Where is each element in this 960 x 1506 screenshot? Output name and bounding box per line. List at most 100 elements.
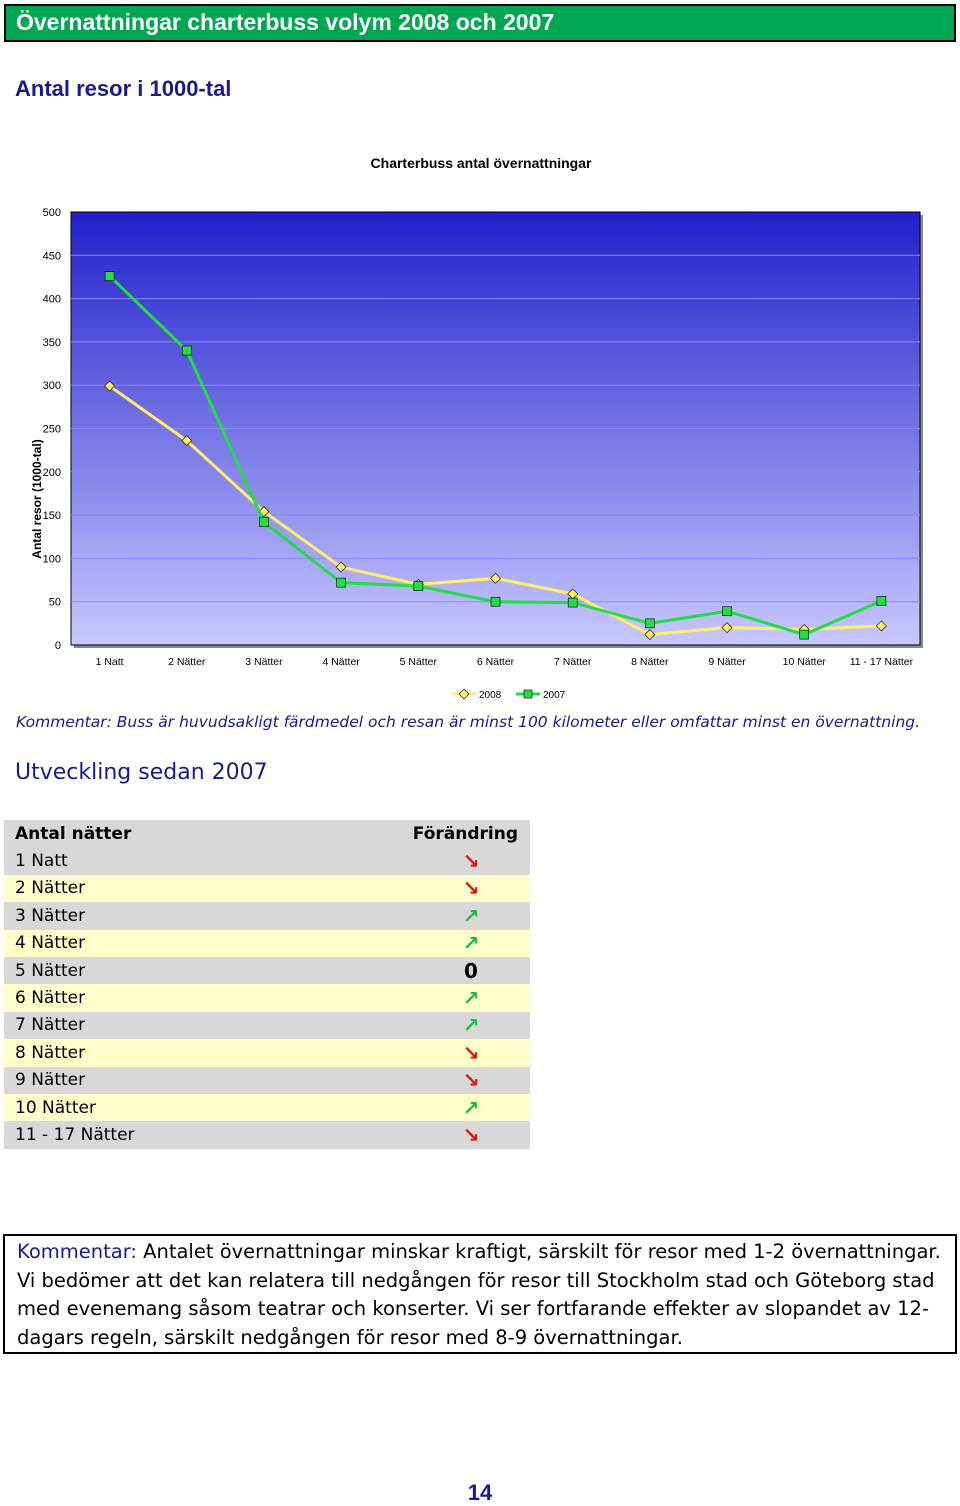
page-number: 14: [467, 1480, 493, 1505]
row-change: ↘: [412, 874, 530, 903]
row-label: 7 Nätter: [4, 1011, 412, 1040]
table-row: 3 Nätter ↗: [4, 902, 530, 930]
arrow-down-icon: ↘: [462, 1122, 480, 1147]
data-point-2008: [644, 629, 656, 641]
section-heading-development: Utveckling sedan 2007: [15, 760, 268, 785]
arrow-up-icon: ↗: [462, 903, 480, 928]
y-tick-label: 150: [43, 510, 61, 522]
x-tick-label: 6 Nätter: [477, 656, 515, 668]
change-table: Antal nätter Förändring 1 Natt ↘ 2 Nätter ↘…: [4, 820, 530, 1149]
data-point-2007: [567, 597, 578, 608]
data-point-2007: [413, 581, 424, 591]
y-tick-label: 450: [43, 250, 61, 262]
title-bar: Övernattningar charterbuss volym 2008 oc…: [4, 4, 956, 42]
data-point-2008: [490, 572, 501, 584]
arrow-up-icon: ↗: [462, 1095, 480, 1120]
data-point-2007: [490, 596, 501, 607]
arrow-down-icon: ↘: [462, 1068, 480, 1093]
row-label: 1 Natt: [4, 847, 412, 875]
table-row: 4 Nätter ↗: [4, 929, 530, 957]
row-label: 5 Nätter: [4, 956, 412, 985]
row-change: ↘: [412, 1121, 530, 1149]
y-tick-label: 500: [43, 207, 61, 219]
row-change: 0: [412, 956, 530, 985]
y-tick-label: 250: [43, 424, 61, 436]
row-label: 6 Nätter: [4, 984, 412, 1012]
table-row: 6 Nätter ↗: [4, 984, 530, 1012]
data-point-2007: [799, 629, 810, 640]
chart-title: Charterbuss antal övernattningar: [371, 155, 592, 171]
y-tick-label: 350: [43, 337, 61, 349]
data-point-2008: [875, 620, 887, 632]
x-tick-label: 5 Nätter: [400, 656, 438, 668]
legend: 2008 2007: [452, 688, 566, 700]
comment-text: Antalet övernattningar minskar kraftigt,…: [17, 1240, 941, 1349]
x-tick-label: 9 Nätter: [708, 656, 746, 668]
data-point-2007: [181, 345, 192, 356]
arrow-up-icon: ↗: [462, 1013, 480, 1038]
y-tick-label: 50: [49, 597, 61, 609]
legend-label-2008: 2008: [479, 690, 502, 700]
header-nights: Antal nätter: [4, 820, 412, 848]
data-point-2007: [259, 517, 269, 527]
row-change: ↘: [412, 847, 530, 875]
data-point-2007: [104, 271, 115, 281]
x-tick-label: 1 Natt: [96, 656, 124, 668]
table-row: 10 Nätter ↗: [4, 1093, 530, 1122]
data-point-2007: [336, 577, 346, 588]
arrow-up-icon: ↗: [462, 986, 480, 1011]
row-label: 2 Nätter: [4, 874, 412, 903]
row-change: ↗: [412, 902, 530, 930]
data-point-2008: [181, 435, 193, 447]
y-tick-label: 0: [55, 640, 61, 652]
x-tick-label: 7 Nätter: [554, 656, 592, 668]
zero-change: 0: [464, 958, 478, 983]
chart-comment: Kommentar: Buss är huvudsakligt färdmede…: [16, 713, 921, 731]
y-tick-label: 300: [43, 380, 61, 392]
overnight-chart: Charterbuss antal övernattningar Antal r…: [30, 155, 923, 700]
plot-area: 0 50 100 150 200 250 300 350 400 450 500 1 Natt 2 Nä…: [43, 207, 923, 668]
row-label: 4 Nätter: [4, 929, 412, 957]
legend-marker-2007: [523, 689, 533, 699]
legend-marker-2008: [458, 688, 470, 700]
y-tick-label: 400: [43, 294, 61, 306]
row-label: 11 - 17 Nätter: [4, 1121, 412, 1149]
row-change: ↗: [412, 1011, 530, 1040]
y-tick-label: 200: [43, 467, 61, 479]
data-point-2008: [721, 622, 733, 634]
x-tick-label: 8 Nätter: [631, 656, 669, 668]
row-change: ↗: [412, 929, 530, 957]
table-row: 2 Nätter ↘: [4, 874, 530, 903]
row-label: 3 Nätter: [4, 902, 412, 930]
x-tick-label: 11 - 17 Nätter: [850, 656, 914, 668]
page-title: Övernattningar charterbuss volym 2008 oc…: [16, 9, 555, 35]
table-row: 9 Nätter ↘: [4, 1066, 530, 1094]
data-point-2007: [722, 606, 732, 617]
data-point-2008: [335, 561, 347, 573]
legend-label-2007: 2007: [543, 690, 566, 700]
comment-label: Kommentar:: [17, 1240, 137, 1263]
x-tick-label: 3 Nätter: [245, 656, 283, 668]
row-label: 9 Nätter: [4, 1066, 412, 1094]
table-row: 11 - 17 Nätter ↘: [4, 1121, 530, 1149]
y-tick-label: 100: [43, 553, 61, 565]
x-tick-label: 2 Nätter: [168, 656, 206, 668]
y-axis-label: Antal resor (1000-tal): [30, 439, 44, 558]
row-label: 8 Nätter: [4, 1039, 412, 1067]
data-point-2008: [104, 380, 116, 392]
data-point-2007: [876, 596, 887, 606]
row-change: ↘: [412, 1066, 530, 1094]
x-tick-label: 4 Nätter: [322, 656, 360, 668]
row-change: ↘: [412, 1039, 530, 1067]
data-point-2007: [645, 618, 655, 629]
arrow-down-icon: ↘: [462, 876, 480, 901]
arrow-down-icon: ↘: [462, 1040, 480, 1065]
table-row: 1 Natt ↘: [4, 847, 530, 875]
section-heading-volume: Antal resor i 1000-tal: [15, 76, 232, 101]
analysis-comment: Kommentar: Antalet övernattningar minska…: [3, 1234, 957, 1354]
row-change: ↗: [412, 984, 530, 1012]
table-row: 5 Nätter 0: [4, 956, 530, 985]
arrow-down-icon: ↘: [462, 849, 480, 874]
header-change: Förändring: [412, 820, 530, 848]
table-row: 7 Nätter ↗: [4, 1011, 530, 1040]
